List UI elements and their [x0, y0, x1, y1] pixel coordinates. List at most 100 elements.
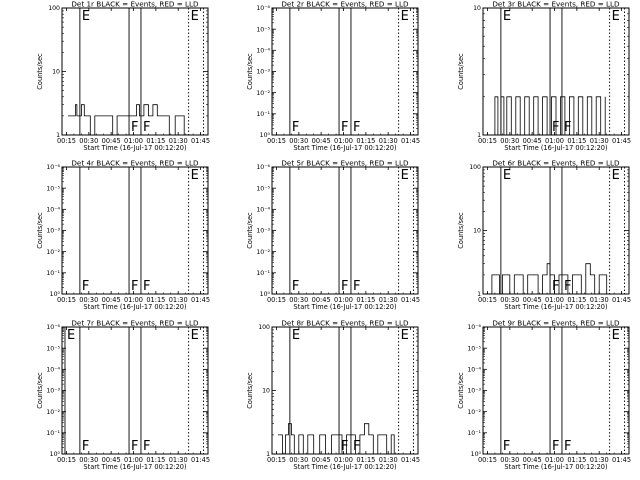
x-tick-label: 01:45 — [612, 137, 631, 145]
event-label: F — [131, 120, 138, 135]
events-series-line — [68, 104, 185, 136]
plot-title: Det 6r BLACK = Events, RED = LLD — [492, 159, 620, 168]
event-label: F — [341, 279, 348, 294]
y-tick-label: 10⁰ — [50, 291, 61, 298]
x-tick-label: 01:30 — [379, 296, 398, 304]
x-tick-label: 00:15 — [267, 137, 286, 145]
y-tick-label: 10⁻¹ — [467, 430, 481, 437]
y-tick-label: 10 — [473, 5, 481, 12]
x-tick-label: 01:30 — [590, 296, 609, 304]
y-tick-label: 10⁻² — [467, 409, 481, 416]
y-tick-label: 10⁻² — [46, 249, 60, 256]
x-tick-label: 00:15 — [267, 456, 286, 464]
y-tick-label: 10⁻¹ — [256, 270, 270, 277]
x-tick-label: 00:45 — [102, 137, 121, 145]
plot-title: Det 1r BLACK = Events, RED = LLD — [71, 0, 199, 9]
event-label: E — [401, 9, 409, 24]
x-tick-label: 00:45 — [312, 137, 331, 145]
x-axis-label: Start Time (16-Jul-17 00:12:20) — [504, 463, 607, 471]
x-tick-label: 00:15 — [478, 296, 497, 304]
events-series-line — [278, 423, 395, 455]
x-tick-label: 00:30 — [79, 137, 98, 145]
y-tick-label: 10⁻⁵ — [46, 185, 60, 192]
x-tick-label: 01:45 — [191, 456, 210, 464]
event-label: E — [82, 9, 90, 24]
y-axis-label: Counts/sec — [246, 53, 254, 90]
y-axis-label: Counts/sec — [36, 372, 44, 409]
event-label: F — [143, 120, 150, 135]
y-tick-label: 10⁰ — [50, 451, 61, 458]
x-tick-label: 00:30 — [500, 137, 519, 145]
x-tick-label: 01:15 — [356, 137, 375, 145]
event-label: F — [564, 439, 571, 454]
y-tick-label: 10⁻³ — [256, 69, 270, 76]
x-tick-label: 00:45 — [523, 296, 542, 304]
y-tick-label: 10⁻⁴ — [256, 48, 270, 55]
x-tick-label: 00:30 — [289, 137, 308, 145]
event-label: F — [341, 439, 348, 454]
y-tick-label: 10⁻⁶ — [46, 324, 60, 331]
x-tick-label: 00:30 — [79, 456, 98, 464]
y-tick-label: 10⁻⁵ — [256, 26, 270, 33]
event-label: F — [292, 120, 299, 135]
x-tick-label: 00:45 — [312, 296, 331, 304]
y-tick-label: 10 — [262, 388, 270, 395]
x-tick-label: 00:30 — [500, 296, 519, 304]
y-tick-label: 10⁻⁴ — [46, 207, 60, 214]
x-tick-label: 00:45 — [312, 456, 331, 464]
event-label: E — [401, 328, 409, 343]
x-axis-label: Start Time (16-Jul-17 00:12:20) — [83, 144, 186, 152]
plot-frame — [271, 7, 419, 136]
x-tick-label: 01:45 — [401, 137, 420, 145]
x-axis-label: Start Time (16-Jul-17 00:12:20) — [293, 144, 396, 152]
event-label: F — [353, 439, 360, 454]
x-tick-label: 01:45 — [191, 296, 210, 304]
y-axis-label: Counts/sec — [36, 212, 44, 249]
event-label: E — [401, 168, 409, 183]
y-tick-label: 10⁻⁶ — [46, 164, 60, 171]
y-tick-label: 10⁰ — [260, 132, 271, 139]
x-tick-label: 00:30 — [289, 296, 308, 304]
events-series-line — [490, 96, 606, 136]
event-label: E — [612, 328, 620, 343]
y-tick-label: 10⁻³ — [46, 228, 60, 235]
x-tick-label: 00:15 — [57, 137, 76, 145]
x-tick-label: 01:30 — [169, 137, 188, 145]
x-tick-label: 01:45 — [401, 296, 420, 304]
y-tick-label: 10⁻² — [256, 90, 270, 97]
event-label: F — [131, 279, 138, 294]
event-label: F — [552, 439, 559, 454]
event-label: F — [143, 439, 150, 454]
y-axis-label: Counts/sec — [457, 53, 465, 90]
x-tick-label: 00:30 — [500, 456, 519, 464]
event-label: F — [143, 279, 150, 294]
x-tick-label: 00:45 — [523, 137, 542, 145]
x-tick-label: 01:15 — [146, 296, 165, 304]
x-tick-label: 01:45 — [612, 296, 631, 304]
x-tick-label: 01:00 — [545, 137, 564, 145]
x-tick-label: 01:45 — [191, 137, 210, 145]
event-label: E — [503, 9, 511, 24]
y-tick-label: 1 — [477, 132, 481, 139]
y-tick-label: 10⁻² — [256, 249, 270, 256]
event-label: F — [564, 120, 571, 135]
y-tick-label: 1 — [56, 132, 60, 139]
y-tick-label: 10⁻¹ — [46, 270, 60, 277]
events-series-line — [489, 263, 608, 295]
event-label: F — [131, 439, 138, 454]
y-tick-label: 10 — [52, 69, 60, 76]
x-tick-label: 01:30 — [590, 137, 609, 145]
x-tick-label: 01:15 — [567, 456, 586, 464]
event-label: F — [82, 279, 89, 294]
x-tick-label: 01:00 — [124, 456, 143, 464]
event-label: F — [503, 439, 510, 454]
x-tick-label: 01:00 — [334, 456, 353, 464]
y-tick-label: 10⁻⁵ — [46, 345, 60, 352]
x-axis-label: Start Time (16-Jul-17 00:12:20) — [83, 463, 186, 471]
